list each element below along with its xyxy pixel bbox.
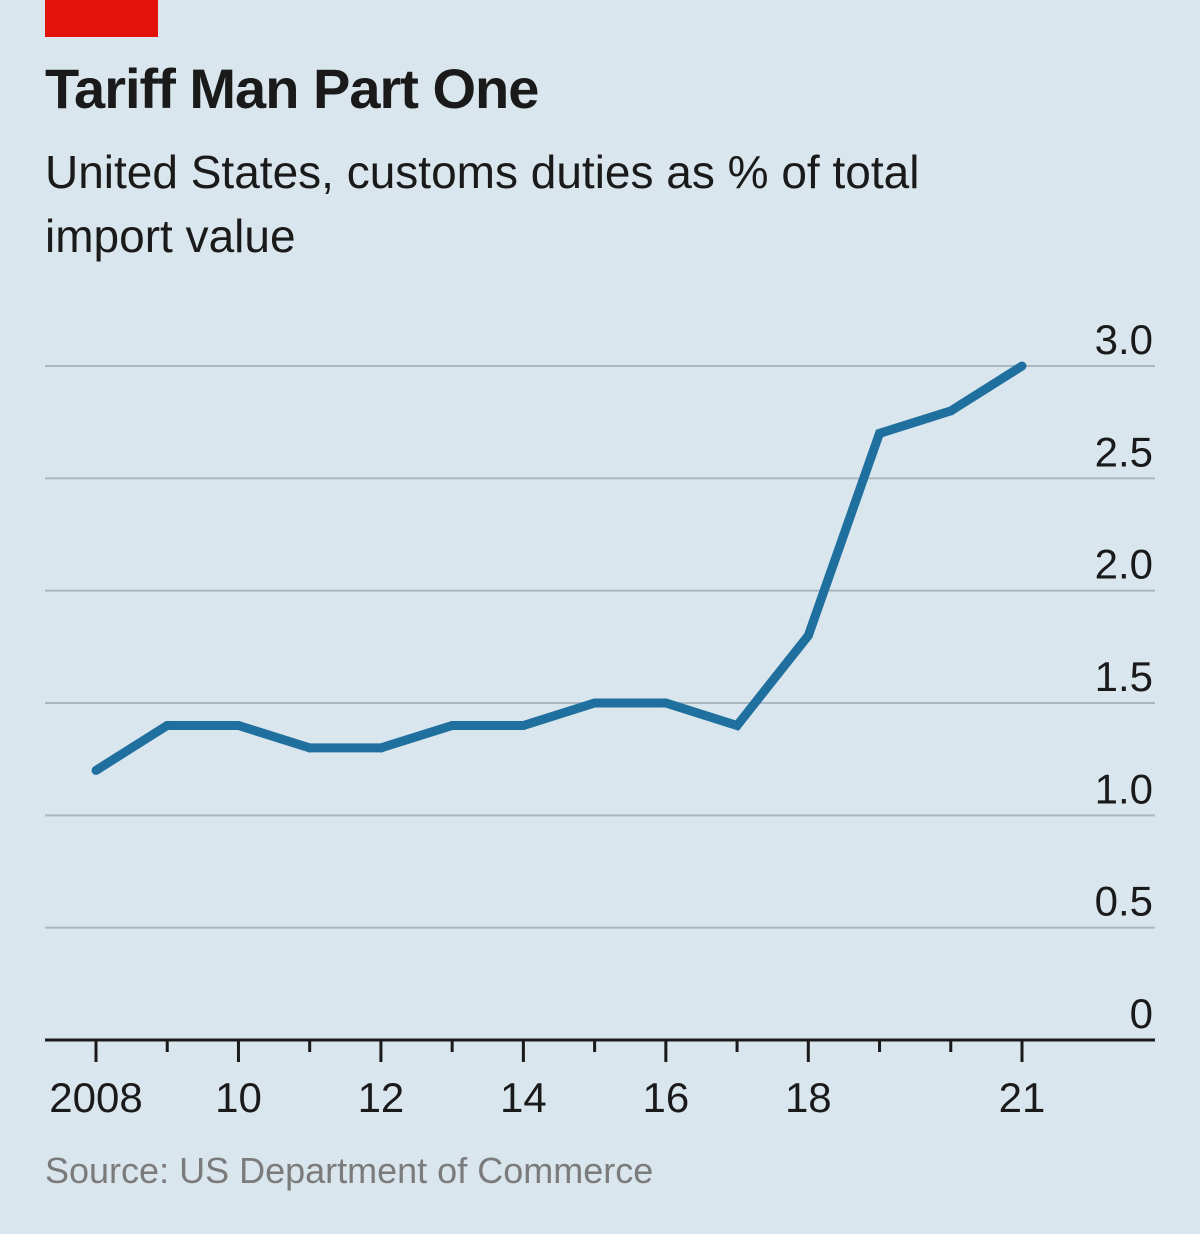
y-tick-label-0.5: 0.5 <box>1095 878 1153 925</box>
y-axis-labels: 0 0.5 1.0 1.5 2.0 2.5 3.0 <box>1095 316 1153 1037</box>
x-axis-labels: 2008 10 12 14 16 18 21 <box>49 1074 1045 1121</box>
data-point-2013 <box>447 720 457 730</box>
data-point-2016 <box>661 698 671 708</box>
brand-red-tab <box>45 0 158 37</box>
data-point-2018 <box>803 631 813 641</box>
chart-title: Tariff Man Part One <box>45 57 539 120</box>
data-point-2014 <box>518 720 528 730</box>
data-point-2011 <box>305 743 315 753</box>
y-tick-label-1.5: 1.5 <box>1095 653 1153 700</box>
x-tick-label-2008: 2008 <box>49 1074 142 1121</box>
x-tick-label-10: 10 <box>215 1074 262 1121</box>
x-axis <box>45 1038 1155 1062</box>
x-tick-label-18: 18 <box>785 1074 832 1121</box>
data-point-2017 <box>732 720 742 730</box>
data-point-2008 <box>91 765 101 775</box>
data-point-2010 <box>233 720 243 730</box>
y-tick-label-2.5: 2.5 <box>1095 428 1153 475</box>
source-note: Source: US Department of Commerce <box>45 1150 654 1191</box>
chart-subtitle: United States, customs duties as % of to… <box>45 146 920 262</box>
data-point-2009 <box>162 720 172 730</box>
y-tick-label-1.0: 1.0 <box>1095 765 1153 812</box>
series-layer <box>91 361 1027 775</box>
y-tick-label-2.0: 2.0 <box>1095 541 1153 588</box>
data-point-2021 <box>1017 361 1027 371</box>
series-line-0 <box>93 362 1025 775</box>
data-point-2020 <box>946 406 956 416</box>
data-point-2015 <box>590 698 600 708</box>
x-tick-label-12: 12 <box>358 1074 405 1121</box>
y-tick-label-0: 0 <box>1130 990 1153 1037</box>
x-tick-label-16: 16 <box>642 1074 689 1121</box>
gridlines <box>45 365 1155 929</box>
x-tick-label-21: 21 <box>999 1074 1046 1121</box>
y-tick-label-3.0: 3.0 <box>1095 316 1153 363</box>
data-point-2019 <box>875 428 885 438</box>
x-tick-label-14: 14 <box>500 1074 547 1121</box>
data-point-2012 <box>376 743 386 753</box>
